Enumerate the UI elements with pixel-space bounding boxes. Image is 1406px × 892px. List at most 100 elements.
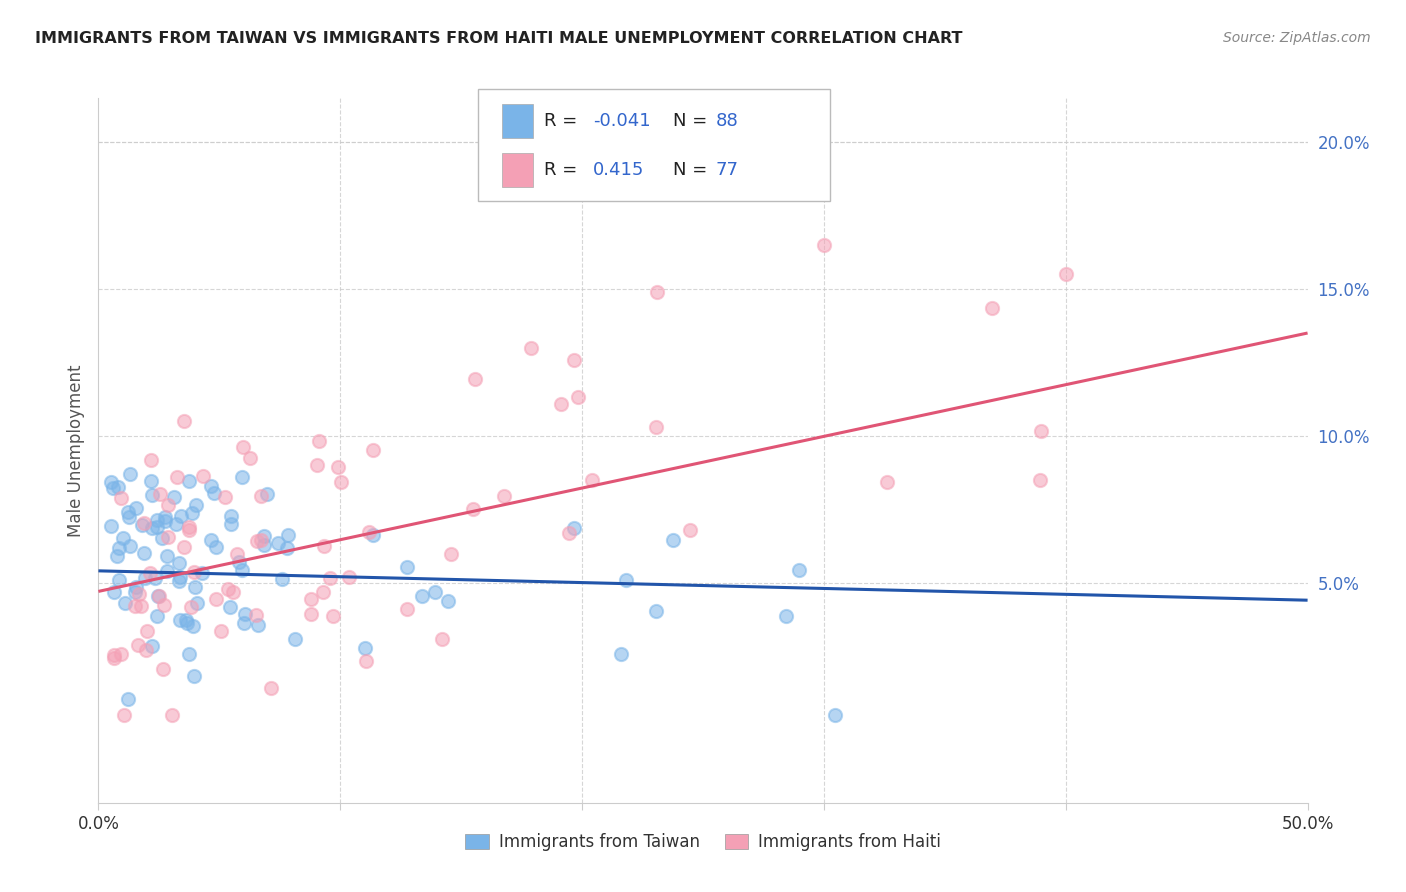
Point	[204, 540, 226, 554]
Point	[177, 519, 200, 533]
Point	[200, 479, 222, 493]
Point	[184, 498, 207, 512]
Point	[120, 539, 142, 553]
Point	[152, 662, 174, 676]
Point	[299, 607, 322, 621]
Point	[337, 570, 360, 584]
Point	[153, 599, 176, 613]
Point	[209, 624, 232, 639]
Point	[193, 468, 215, 483]
Point	[775, 609, 797, 624]
Point	[411, 589, 433, 603]
Point	[245, 608, 267, 623]
Point	[186, 596, 208, 610]
Point	[129, 599, 152, 614]
Point	[678, 524, 700, 538]
Point	[181, 506, 204, 520]
Text: R =: R =	[544, 161, 589, 179]
Point	[101, 481, 124, 495]
Point	[163, 490, 186, 504]
Point	[169, 570, 191, 584]
Point	[226, 547, 249, 561]
Y-axis label: Male Unemployment: Male Unemployment	[66, 364, 84, 537]
Point	[153, 514, 176, 528]
Point	[357, 524, 380, 539]
Point	[107, 480, 129, 494]
Point	[127, 638, 149, 652]
Point	[111, 531, 134, 545]
Point	[117, 692, 139, 706]
Point	[354, 641, 377, 656]
Point	[308, 434, 330, 449]
Point	[146, 609, 169, 624]
Point	[824, 707, 846, 722]
Point	[107, 541, 129, 556]
Point	[132, 516, 155, 530]
Point	[149, 486, 172, 500]
Point	[118, 510, 141, 524]
Point	[134, 571, 156, 585]
Point	[312, 585, 335, 599]
Point	[219, 600, 242, 615]
Point	[110, 491, 132, 505]
Point	[239, 450, 262, 465]
Point	[141, 521, 163, 535]
Point	[813, 238, 835, 252]
Point	[143, 571, 166, 585]
Point	[138, 566, 160, 580]
Point	[266, 536, 288, 550]
Point	[135, 624, 157, 639]
Point	[550, 397, 572, 411]
Text: N =: N =	[673, 112, 713, 130]
Point	[610, 647, 633, 661]
Point	[329, 475, 352, 490]
Point	[202, 486, 225, 500]
Point	[190, 566, 212, 580]
Point	[354, 654, 377, 668]
Point	[141, 639, 163, 653]
Text: Source: ZipAtlas.com: Source: ZipAtlas.com	[1223, 31, 1371, 45]
Point	[200, 533, 222, 548]
Point	[183, 565, 205, 579]
Point	[150, 531, 173, 545]
Point	[645, 285, 668, 299]
Point	[125, 501, 148, 516]
Point	[105, 549, 128, 563]
Point	[980, 301, 1002, 315]
Point	[100, 475, 122, 489]
Point	[180, 599, 202, 614]
Point	[256, 486, 278, 500]
Point	[156, 498, 179, 512]
Point	[1054, 268, 1077, 282]
Point	[155, 509, 177, 524]
Point	[103, 648, 125, 662]
Point	[124, 584, 146, 599]
Point	[181, 619, 204, 633]
Point	[260, 681, 283, 695]
Text: 77: 77	[716, 161, 738, 179]
Point	[562, 352, 585, 367]
Point	[219, 509, 242, 524]
Point	[361, 442, 384, 457]
Point	[270, 573, 292, 587]
Point	[396, 601, 419, 615]
Point	[614, 573, 637, 587]
Point	[322, 608, 344, 623]
Point	[176, 613, 198, 627]
Point	[246, 533, 269, 548]
Point	[139, 474, 162, 488]
Point	[156, 564, 179, 578]
Point	[562, 521, 585, 535]
Point	[425, 585, 447, 599]
Point	[184, 581, 207, 595]
Point	[567, 390, 589, 404]
Point	[131, 518, 153, 533]
Point	[173, 540, 195, 554]
Point	[440, 547, 463, 561]
Point	[179, 648, 201, 662]
Point	[876, 475, 898, 490]
Point	[519, 341, 541, 355]
Text: N =: N =	[673, 161, 713, 179]
Point	[232, 616, 254, 631]
Point	[430, 632, 453, 646]
